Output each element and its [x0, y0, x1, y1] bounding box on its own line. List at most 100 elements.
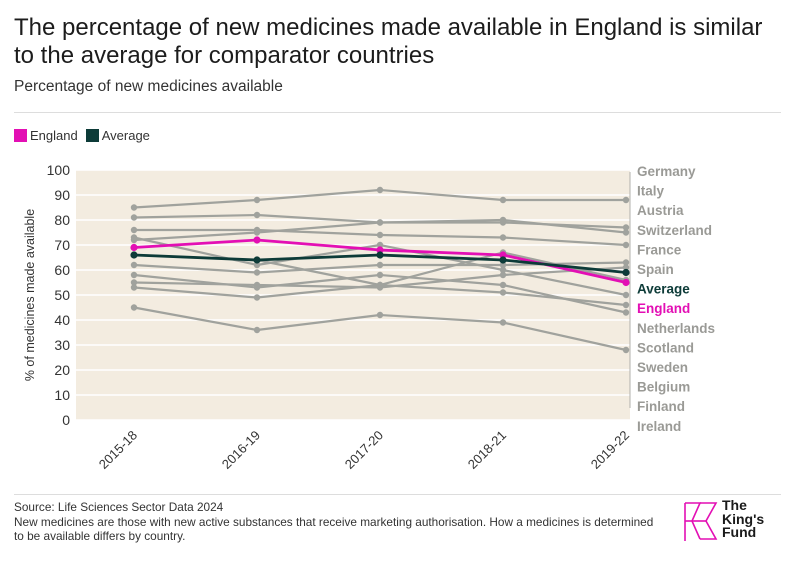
- data-point: [622, 229, 630, 236]
- data-point: [622, 196, 630, 204]
- data-point: [376, 251, 384, 259]
- line-chart: 0 10 20 30 40 50 60 70 80 90 100 % of medicines mad…: [23, 162, 715, 472]
- data-point: [499, 266, 507, 274]
- logo-line-2: King's: [722, 510, 765, 527]
- data-point: [499, 256, 507, 264]
- data-point: [622, 264, 630, 271]
- data-point: [130, 304, 138, 311]
- data-point: [253, 294, 261, 301]
- legend-item-average: Average: [85, 128, 150, 143]
- footer: Source: Life Sciences Sector Data 2024 N…: [14, 500, 654, 544]
- legend-label-england: England: [30, 128, 78, 143]
- source-note: Source: Life Sciences Sector Data 2024: [14, 500, 224, 514]
- data-point: [622, 224, 630, 231]
- data-point: [253, 281, 261, 289]
- y-tick-label: 0: [62, 412, 70, 428]
- series-end-label: Average: [637, 282, 690, 297]
- data-point: [130, 226, 138, 234]
- data-point: [253, 236, 261, 244]
- kings-fund-logo: The King's Fund: [682, 497, 772, 544]
- series-france: [130, 234, 630, 299]
- definition-note: New medicines are those with new active …: [14, 514, 654, 544]
- series-end-label: France: [637, 242, 682, 257]
- y-tick-label: 50: [54, 287, 70, 303]
- series-end-label: Ireland: [637, 419, 681, 434]
- chart-title: The percentage of new medicines made ava…: [14, 14, 763, 69]
- data-point: [499, 234, 507, 241]
- data-point: [376, 311, 384, 319]
- data-point: [376, 246, 384, 254]
- series-end-label: Switzerland: [637, 223, 712, 238]
- y-tick-label: 90: [54, 187, 70, 203]
- data-point: [253, 269, 261, 276]
- series-end-label: Austria: [637, 203, 684, 218]
- series-end-label: England: [637, 301, 690, 316]
- chart-subtitle: Percentage of new medicines available: [14, 78, 283, 95]
- x-tick-label: 2019-22: [588, 428, 632, 472]
- x-tick-label: 2016-19: [219, 428, 263, 472]
- logo-line-3: Fund: [722, 524, 757, 540]
- divider: [14, 494, 781, 495]
- y-axis-title: % of medicines made available: [23, 209, 37, 381]
- data-point: [253, 229, 261, 236]
- logo-mark-icon: [684, 502, 718, 541]
- data-point: [622, 278, 630, 287]
- data-point: [130, 261, 138, 269]
- data-point: [622, 301, 630, 309]
- y-tick-label: 70: [54, 237, 70, 253]
- series-end-label: Belgium: [637, 380, 690, 395]
- data-point: [622, 259, 630, 266]
- legend: England Average: [14, 128, 150, 143]
- data-point: [253, 326, 261, 334]
- data-point: [499, 319, 507, 326]
- data-point: [253, 256, 261, 264]
- data-point: [376, 261, 384, 269]
- logo-line-1: The: [722, 497, 747, 513]
- data-point: [622, 346, 630, 354]
- data-point: [376, 219, 384, 226]
- data-point: [253, 261, 261, 269]
- series-end-label: Scotland: [637, 340, 694, 355]
- series-end-label: Netherlands: [637, 321, 715, 336]
- series-ireland: [130, 304, 630, 354]
- data-point: [499, 216, 507, 224]
- y-tick-label: 20: [54, 362, 70, 378]
- data-point: [376, 281, 384, 289]
- data-point: [376, 186, 384, 194]
- data-point: [130, 271, 138, 279]
- y-tick-label: 80: [54, 212, 70, 228]
- data-point: [499, 251, 507, 259]
- legend-swatch-england: [14, 129, 27, 142]
- legend-label-average: Average: [101, 128, 150, 143]
- data-point: [376, 271, 384, 279]
- logo-text: The King's Fund: [722, 497, 765, 540]
- data-point: [499, 289, 507, 296]
- data-point: [130, 204, 138, 211]
- divider: [14, 112, 781, 113]
- y-tick-label: 60: [54, 262, 70, 278]
- data-point: [130, 214, 138, 221]
- x-tick-label: 2015-18: [96, 428, 140, 472]
- data-point: [622, 241, 630, 249]
- y-tick-label: 40: [54, 312, 70, 328]
- y-tick-label: 30: [54, 337, 70, 353]
- data-point: [130, 234, 138, 241]
- data-point: [130, 243, 138, 252]
- data-point: [622, 309, 630, 316]
- legend-item-england: England: [14, 128, 78, 143]
- data-point: [376, 231, 384, 239]
- series-germany: [130, 186, 630, 211]
- data-point: [499, 196, 507, 204]
- series-end-label: Finland: [637, 399, 685, 414]
- y-tick-label: 100: [47, 162, 71, 178]
- series-end-label: Spain: [637, 262, 674, 277]
- series-switzerland: [130, 216, 630, 244]
- series-end-label: Germany: [637, 164, 696, 179]
- data-point: [499, 261, 507, 269]
- x-tick-label: 2017-20: [342, 428, 386, 472]
- series-average: [130, 251, 630, 277]
- data-point: [130, 279, 138, 286]
- data-point: [253, 196, 261, 204]
- x-tick-label: 2018-21: [465, 428, 509, 472]
- data-point: [253, 211, 261, 219]
